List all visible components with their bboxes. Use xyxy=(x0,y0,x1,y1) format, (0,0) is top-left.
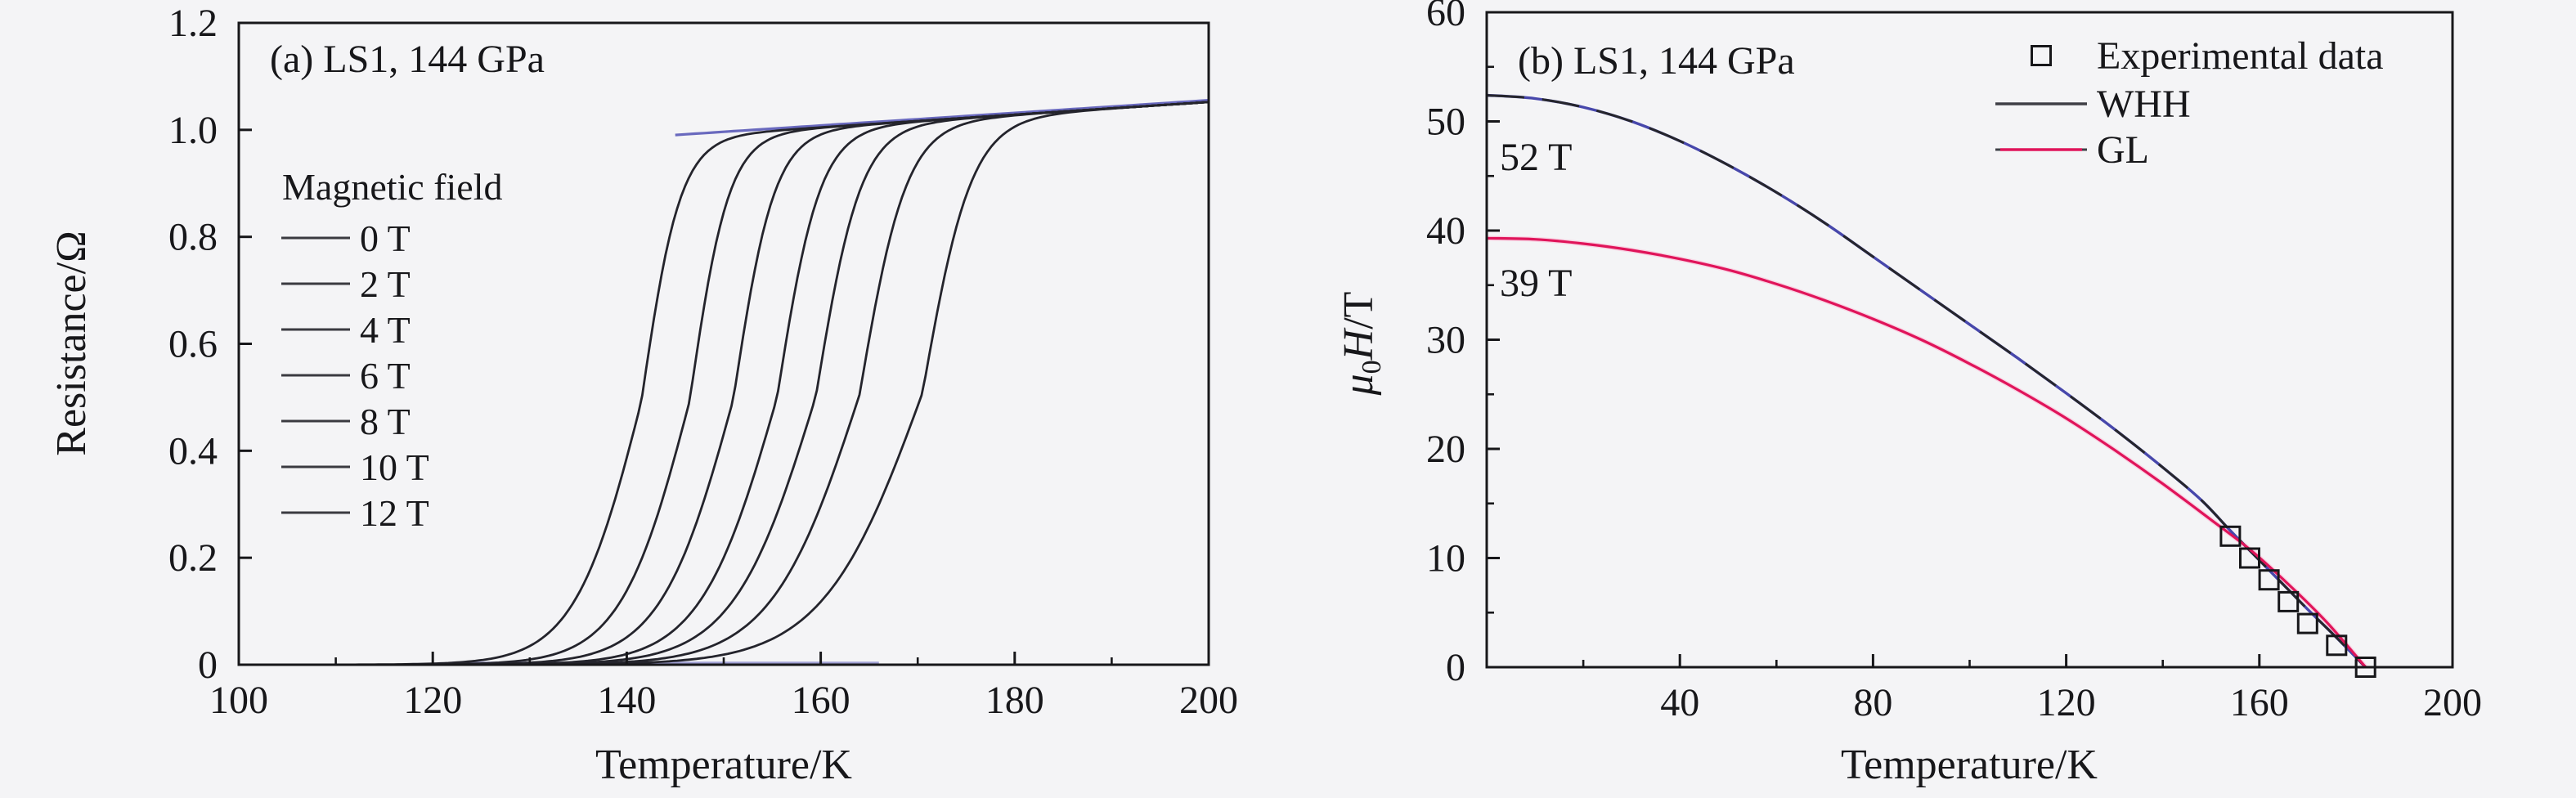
x-tick-label: 120 xyxy=(403,679,462,722)
panel-b-legend xyxy=(1995,45,2087,151)
experimental-data-point xyxy=(2219,525,2242,547)
panel-a: 100 120 140 160 180 200 0 0.2 0.4 0.6 0.8 1.0 1.2 0 … xyxy=(48,2,1238,788)
legend-marker-open-square xyxy=(2031,45,2052,66)
panel-a-curve-underlays xyxy=(451,99,1209,664)
x-tick-label: 120 xyxy=(2037,681,2096,724)
legend-entry-12T: 12 T xyxy=(360,492,429,534)
panel-b-x-axis-label: Temperature/K xyxy=(1841,742,2098,788)
experimental-data-point xyxy=(2326,634,2348,657)
panel-b-y-axis-label: μ0H/T xyxy=(1335,292,1387,397)
x-tick-label: 180 xyxy=(985,679,1044,722)
y-tick-label: 0.8 xyxy=(168,216,218,259)
y-tick-label: 0.2 xyxy=(168,536,218,580)
gl-curve-glow xyxy=(1486,235,2367,669)
x-tick-label: 100 xyxy=(209,679,268,722)
panel-b-axis-frame xyxy=(1485,11,2454,669)
legend-entry-10T: 10 T xyxy=(360,446,429,488)
y-tick-label: 30 xyxy=(1426,319,1465,362)
y-tick-label: 0.4 xyxy=(168,429,218,473)
y-tick-label: 0.6 xyxy=(168,323,218,366)
legend-entry-8T: 8 T xyxy=(360,401,411,442)
x-tick-label: 160 xyxy=(2230,681,2289,724)
panel-b-title: (b) LS1, 144 GPa xyxy=(1518,39,1795,83)
y-tick-label: 0 xyxy=(1446,646,1465,689)
annotation-gl-hc2: 39 T xyxy=(1500,262,1572,305)
y-tick-label: 20 xyxy=(1426,428,1465,471)
legend-label-whh: WHH xyxy=(2097,83,2191,126)
y-tick-label: 40 xyxy=(1426,209,1465,253)
y-tick-label: 1.2 xyxy=(168,2,218,45)
panel-a-title: (a) LS1, 144 GPa xyxy=(270,38,545,81)
experimental-data-point xyxy=(2258,569,2280,591)
y-tick-label: 60 xyxy=(1426,0,1465,34)
whh-curve xyxy=(1486,94,2367,669)
legend-entry-0T: 0 T xyxy=(360,217,411,259)
x-tick-label: 200 xyxy=(1179,679,1238,722)
x-tick-label: 140 xyxy=(597,679,656,722)
legend-entry-4T: 4 T xyxy=(360,309,411,351)
x-tick-label: 200 xyxy=(2423,681,2482,724)
axis-frame xyxy=(1485,11,2454,669)
y-tick-label: 50 xyxy=(1426,101,1465,144)
legend-label-experimental-data: Experimental data xyxy=(2097,34,2384,78)
panel-b-fit-curves xyxy=(1486,93,2367,669)
panel-a-x-axis-label: Temperature/K xyxy=(595,742,852,788)
legend-entry-6T: 6 T xyxy=(360,355,411,397)
whh-curve-blue xyxy=(1486,93,2367,669)
x-tick-label: 160 xyxy=(792,679,850,722)
x-tick-label: 40 xyxy=(1660,681,1699,724)
x-tick-label: 80 xyxy=(1853,681,1892,724)
legend-entry-2T: 2 T xyxy=(360,263,411,305)
y-tick-label: 0 xyxy=(198,643,218,687)
normal-state-blue-tint xyxy=(675,99,1209,137)
panel-a-axis-ticks xyxy=(237,21,1210,666)
panel-a-legend: 0 T2 T4 T6 T8 T10 T12 T xyxy=(281,217,429,534)
panel-b-tick-labels: 40 80 120 160 200 0 10 20 30 40 50 60 xyxy=(1426,0,2482,724)
y-tick-label: 10 xyxy=(1426,537,1465,581)
panel-a-y-axis-label: Resistance/Ω xyxy=(48,231,95,455)
panel-a-legend-title: Magnetic field xyxy=(282,166,503,208)
panel-a-tick-labels: 100 120 140 160 180 200 0 0.2 0.4 0.6 0.8 1.0 1.2 xyxy=(168,2,1238,722)
experimental-data-point xyxy=(2239,547,2260,569)
experimental-data-point xyxy=(2296,612,2318,634)
y-tick-label: 1.0 xyxy=(168,109,218,152)
legend-label-gl: GL xyxy=(2097,128,2149,172)
panel-b: 40 80 120 160 200 0 10 20 30 40 50 60 (b) LS1, 144 … xyxy=(1335,0,2482,788)
gl-curve xyxy=(1486,236,2367,669)
panel-b-axis-ticks xyxy=(1487,11,2454,669)
experimental-data-point xyxy=(2278,590,2300,612)
annotation-whh-hc2: 52 T xyxy=(1500,136,1572,179)
